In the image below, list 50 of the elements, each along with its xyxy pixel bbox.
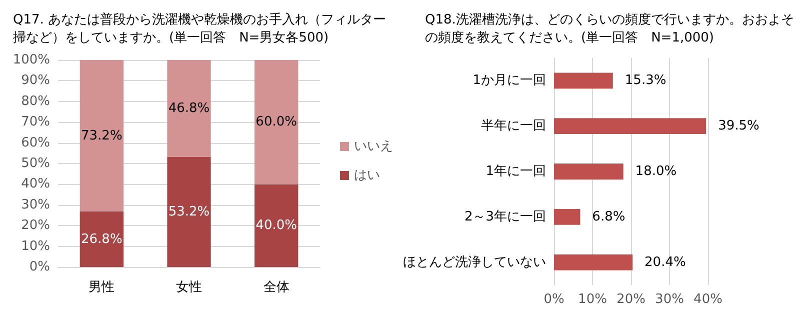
y-tick-label: 30% bbox=[21, 197, 50, 212]
y-tick-label: 90% bbox=[21, 73, 50, 88]
data-label: 15.3% bbox=[624, 73, 666, 88]
chart-title: Q17. あなたは普段から洗濯機や乾燥機のお手入れ（フィルター掃など）をしていますか。(単一回答 N=男女各500) bbox=[13, 12, 386, 46]
bar bbox=[254, 184, 298, 267]
y-tick-label: 70% bbox=[21, 114, 50, 130]
legend-label: いいえ bbox=[354, 139, 393, 154]
y-tick-label: 1か月に一回 bbox=[472, 73, 546, 88]
x-tick-label: 全体 bbox=[263, 280, 290, 295]
data-label: 18.0% bbox=[635, 164, 677, 179]
data-label: 20.4% bbox=[644, 254, 686, 270]
bar bbox=[554, 208, 580, 225]
x-tick-label: 10% bbox=[578, 292, 607, 307]
x-tick-label: 男性 bbox=[88, 280, 115, 295]
bar bbox=[554, 118, 706, 134]
y-tick-label: 10% bbox=[21, 238, 50, 254]
data-label: 46.8% bbox=[168, 100, 210, 116]
data-label: 60.0% bbox=[256, 114, 297, 130]
bar bbox=[554, 72, 613, 89]
y-tick-label: 20% bbox=[21, 218, 50, 234]
bar bbox=[167, 60, 211, 157]
y-tick-label: 80% bbox=[21, 94, 50, 109]
data-label: 40.0% bbox=[256, 218, 297, 234]
data-label: 53.2% bbox=[168, 204, 210, 220]
x-tick-label: 20% bbox=[616, 292, 646, 307]
y-tick-label: 0% bbox=[29, 260, 50, 274]
data-label: 26.8% bbox=[81, 232, 122, 247]
bar bbox=[554, 254, 633, 270]
x-tick-label: 40% bbox=[694, 292, 722, 307]
y-tick-label: 半年に一回 bbox=[481, 118, 546, 134]
bar bbox=[254, 60, 298, 184]
legend-label: はい bbox=[354, 168, 380, 183]
y-tick-label: 40% bbox=[21, 176, 50, 192]
bar bbox=[167, 156, 211, 267]
chart-title: Q18.洗濯槽洗浄は、どのくらいの頻度で行いますか。おおよその頻度を教えてください。(単一回答 N=1,000) bbox=[425, 12, 794, 46]
y-tick-label: 50% bbox=[21, 156, 50, 171]
y-tick-label: 60% bbox=[21, 135, 50, 150]
y-tick-label: 1年に一回 bbox=[486, 164, 546, 179]
y-tick-label: 2～3年に一回 bbox=[464, 209, 546, 224]
y-tick-label: 100% bbox=[12, 52, 50, 68]
bar bbox=[80, 60, 124, 212]
bar bbox=[80, 212, 124, 267]
data-label: 39.5% bbox=[718, 118, 760, 134]
data-label: 73.2% bbox=[81, 128, 122, 144]
x-tick-label: 女性 bbox=[176, 280, 202, 295]
y-tick-label: ほとんど洗浄していない bbox=[403, 254, 546, 270]
data-label: 6.8% bbox=[592, 209, 626, 224]
x-tick-label: 0% bbox=[544, 292, 564, 307]
x-tick-label: 30% bbox=[655, 292, 684, 307]
bar bbox=[554, 164, 624, 180]
